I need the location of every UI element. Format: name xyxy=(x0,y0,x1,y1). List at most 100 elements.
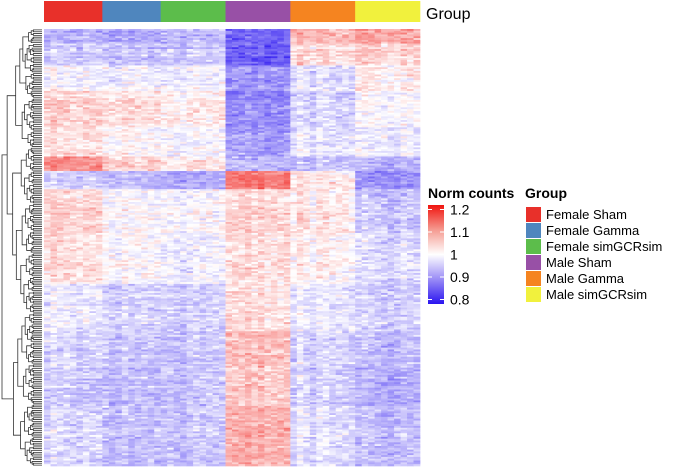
heatmap-cell xyxy=(134,116,142,119)
heatmap-cell xyxy=(180,138,187,141)
heatmap-cell xyxy=(296,107,304,110)
heatmap-cell xyxy=(251,45,259,48)
heatmap-cell xyxy=(257,45,265,48)
heatmap-cell xyxy=(244,98,252,101)
heatmap-cell xyxy=(225,149,233,152)
heatmap-cell xyxy=(63,120,71,123)
heatmap-cell xyxy=(283,67,291,70)
heatmap-cell xyxy=(361,132,369,135)
heatmap-cell xyxy=(50,147,58,150)
heatmap-cell xyxy=(115,29,123,32)
heatmap-cell xyxy=(76,127,84,130)
heatmap-cell xyxy=(89,41,97,44)
heatmap-cell xyxy=(69,165,77,168)
heatmap-cell xyxy=(193,156,200,159)
heatmap-cell xyxy=(290,151,298,154)
heatmap-cell xyxy=(95,67,103,70)
dendrogram-branch xyxy=(32,76,42,80)
heatmap-cell xyxy=(173,92,181,95)
heatmap-cell xyxy=(180,156,187,159)
dendrogram-branch xyxy=(32,370,42,373)
dendrogram-branch xyxy=(20,264,27,295)
heatmap-cell xyxy=(212,38,220,41)
heatmap-cell xyxy=(50,90,58,94)
heatmap-cell xyxy=(225,161,233,165)
heatmap-cell xyxy=(232,110,239,114)
heatmap-cell xyxy=(251,87,259,90)
heatmap-cell xyxy=(244,172,252,176)
heatmap-cell xyxy=(63,83,71,86)
heatmap-cell xyxy=(238,127,246,130)
heatmap-cell xyxy=(407,85,414,88)
heatmap-cell xyxy=(361,112,369,115)
heatmap-cell xyxy=(303,92,311,95)
heatmap-cell xyxy=(244,101,252,104)
heatmap-cell xyxy=(121,136,129,139)
heatmap-cell xyxy=(238,129,246,132)
heatmap-cell xyxy=(89,110,97,114)
heatmap-cell xyxy=(316,103,324,106)
heatmap-cell xyxy=(342,127,350,130)
heatmap-cell xyxy=(56,81,64,84)
heatmap-cell xyxy=(368,132,375,135)
heatmap-cell xyxy=(387,110,395,114)
heatmap-cell xyxy=(89,149,97,152)
heatmap-cell xyxy=(400,132,408,135)
heatmap-cell xyxy=(160,152,168,155)
heatmap-cell xyxy=(283,116,291,119)
heatmap-cell xyxy=(193,121,200,125)
heatmap-cell xyxy=(277,107,285,110)
heatmap-cell xyxy=(206,89,213,92)
heatmap-cell xyxy=(134,163,142,166)
heatmap-cell xyxy=(277,171,285,174)
heatmap-cell xyxy=(50,70,58,74)
heatmap-cell xyxy=(121,116,129,119)
heatmap-cell xyxy=(50,92,58,95)
heatmap-cell xyxy=(277,154,285,157)
heatmap-cell xyxy=(413,29,421,32)
heatmap-cell xyxy=(63,29,71,32)
heatmap-cell xyxy=(413,118,421,121)
heatmap-cell xyxy=(44,149,51,152)
heatmap-cell xyxy=(316,125,324,128)
heatmap-cell xyxy=(141,56,149,59)
dendrogram-branch xyxy=(32,56,42,60)
heatmap-cell xyxy=(69,176,77,179)
heatmap-cell xyxy=(342,165,350,168)
heatmap-cell xyxy=(141,120,149,123)
heatmap-cell xyxy=(69,143,77,146)
heatmap-cell xyxy=(82,70,90,74)
heatmap-cell xyxy=(335,29,343,32)
heatmap-cell xyxy=(264,165,272,168)
heatmap-cell xyxy=(361,163,369,166)
heatmap-cell xyxy=(199,41,207,44)
heatmap-cell xyxy=(69,147,77,150)
heatmap-cell xyxy=(238,123,246,126)
dendrogram-branch xyxy=(32,286,42,289)
heatmap-cell xyxy=(232,120,239,123)
heatmap-cell xyxy=(95,109,103,112)
heatmap-cell xyxy=(167,169,174,172)
heatmap-cell xyxy=(89,89,97,92)
heatmap-cell xyxy=(212,94,220,97)
heatmap-cell xyxy=(316,100,324,103)
heatmap-cell xyxy=(76,83,84,86)
heatmap-cell xyxy=(219,56,226,59)
heatmap-cell xyxy=(95,29,103,32)
heatmap-cell xyxy=(160,123,168,126)
heatmap-cell xyxy=(368,109,375,112)
heatmap-cell xyxy=(167,118,174,121)
heatmap-cell xyxy=(147,61,155,64)
heatmap-cell xyxy=(270,36,278,39)
heatmap-cell xyxy=(63,81,71,84)
heatmap-cell xyxy=(82,76,90,79)
heatmap-cell xyxy=(407,127,414,130)
heatmap-cell xyxy=(232,132,239,135)
heatmap-cell xyxy=(69,120,77,123)
heatmap-cell xyxy=(309,89,317,92)
heatmap-cell xyxy=(374,54,382,57)
heatmap-cell xyxy=(407,116,414,119)
heatmap-cell xyxy=(270,54,278,57)
heatmap-cell xyxy=(63,43,71,46)
heatmap-cell xyxy=(238,172,246,176)
